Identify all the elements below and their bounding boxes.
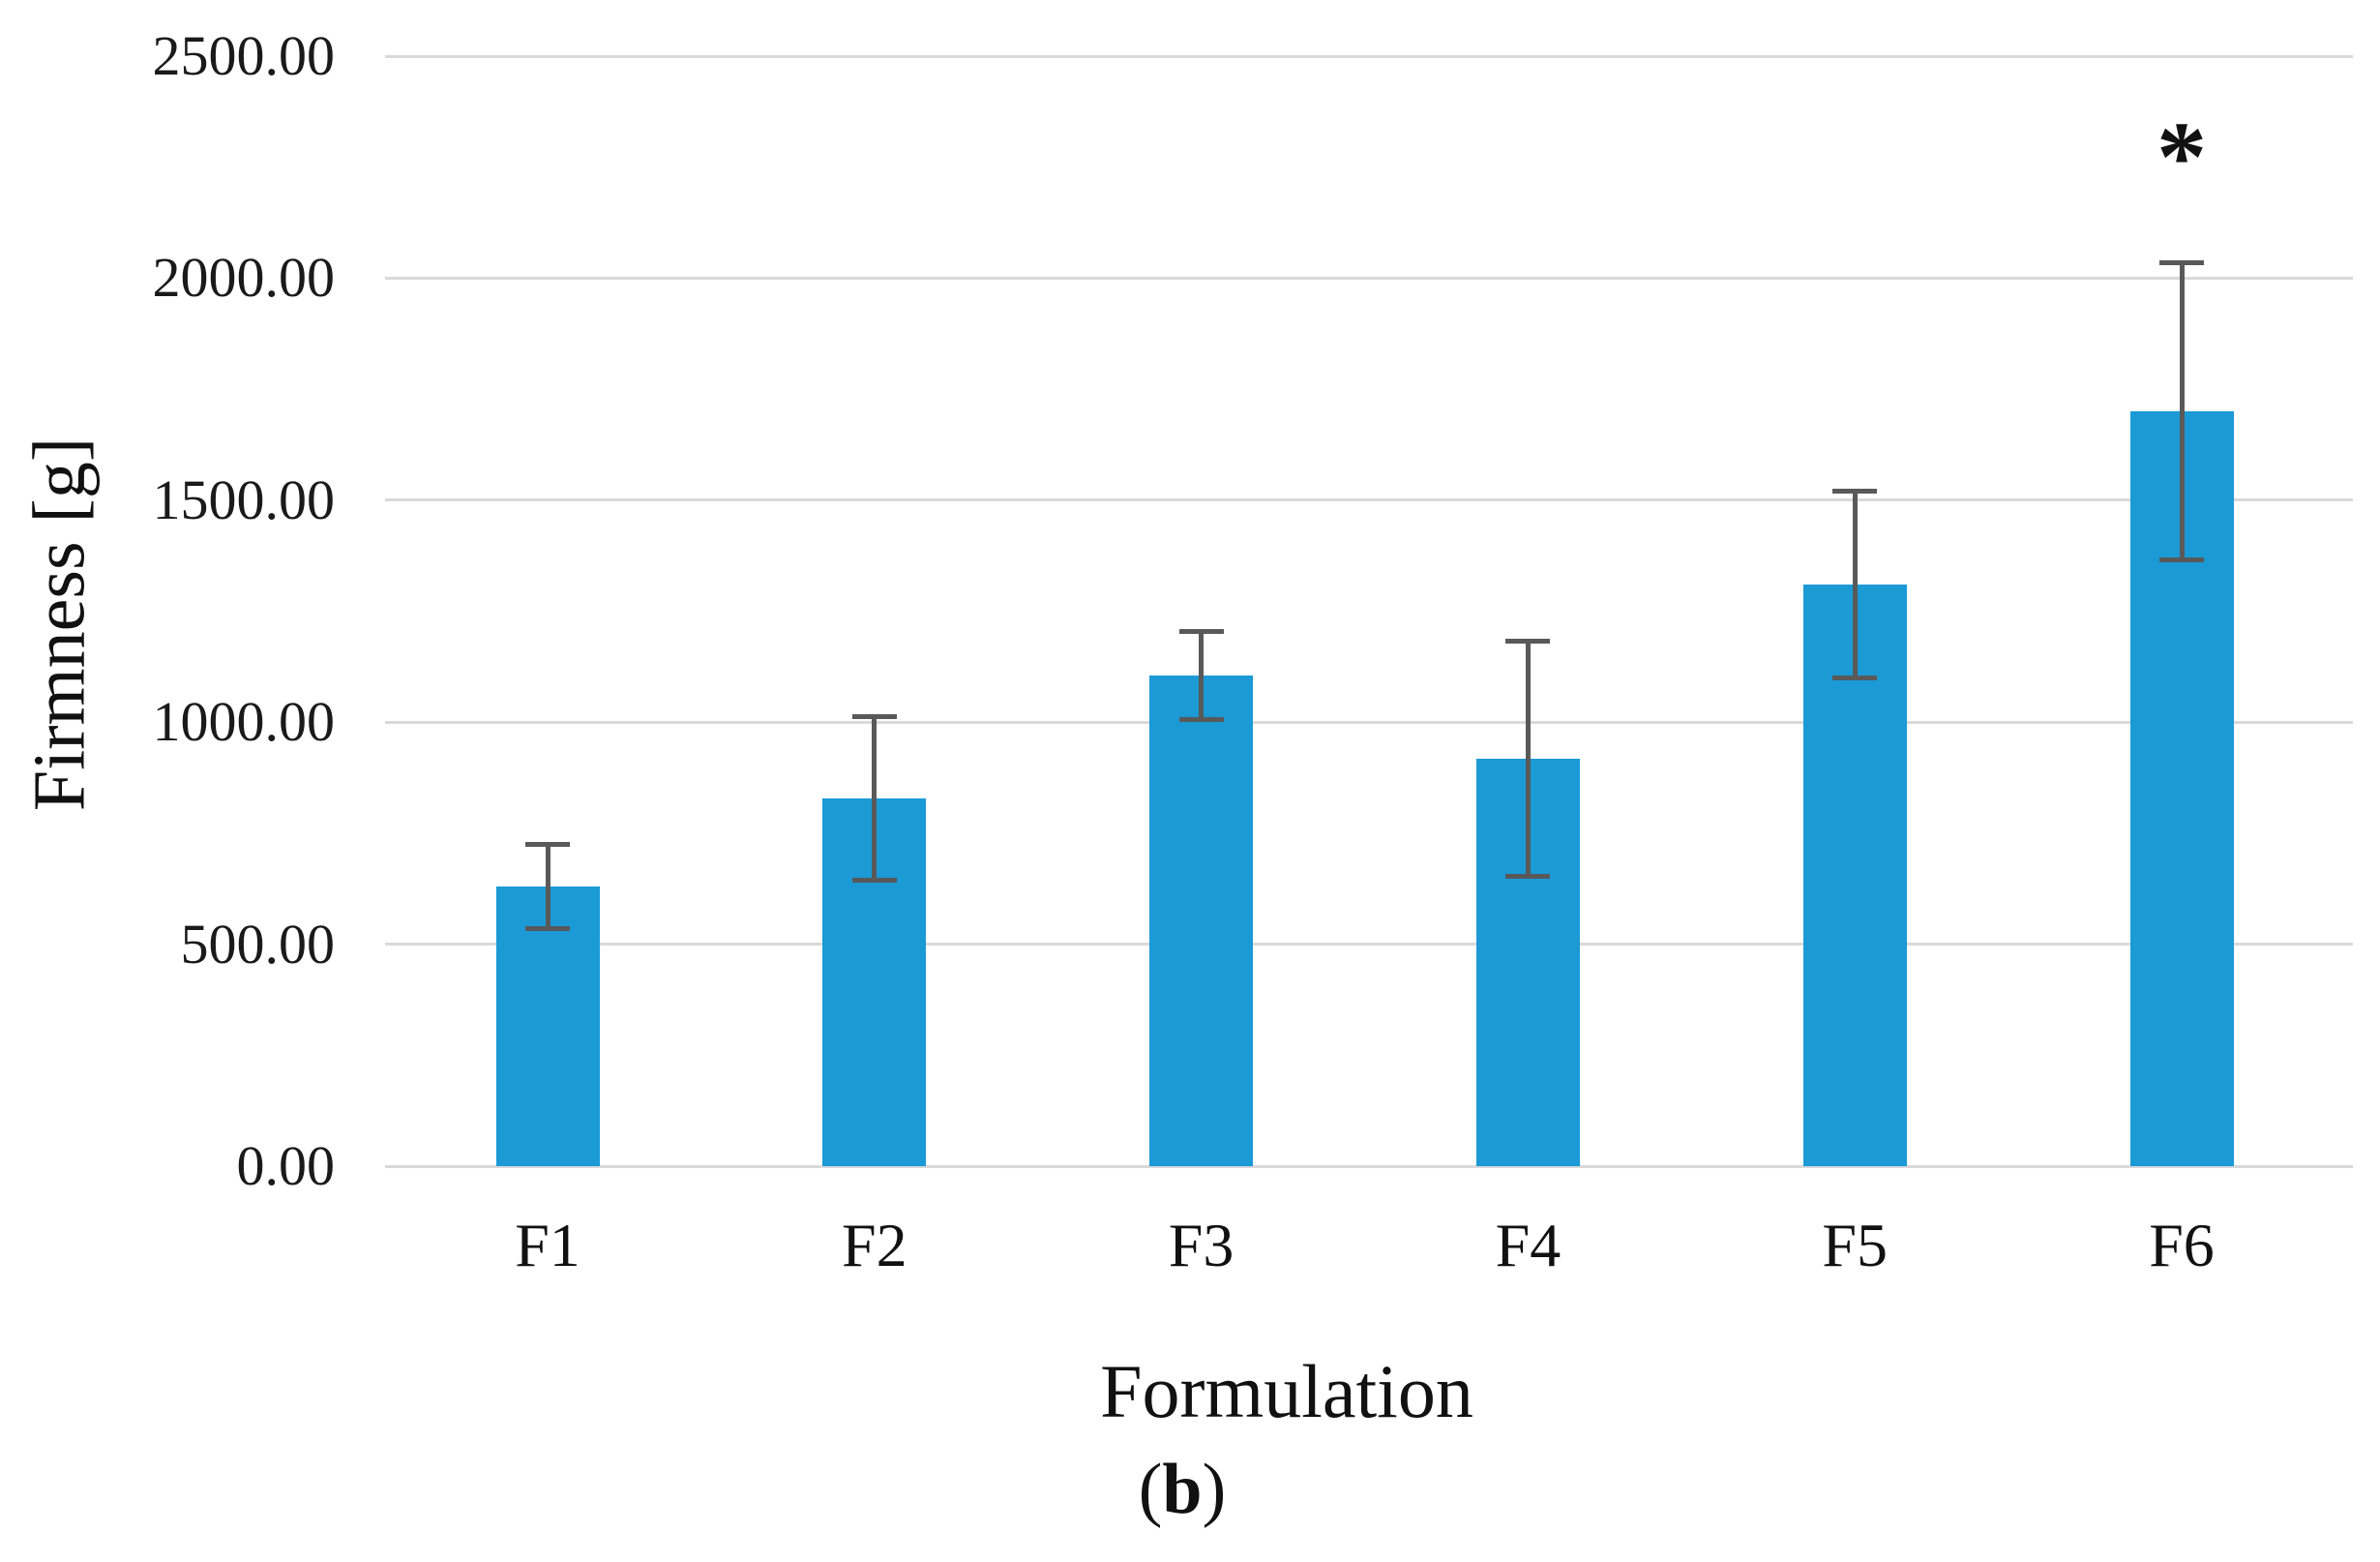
bar-f3 <box>1149 676 1254 1166</box>
error-bar-f5 <box>1852 491 1858 678</box>
y-tick-label: 0.00 <box>236 1134 336 1197</box>
error-cap-top-f1 <box>525 841 570 847</box>
caption-open-paren: ( <box>1138 1450 1163 1529</box>
figure-caption: (b) <box>1139 1449 1226 1531</box>
caption-close-paren: ) <box>1202 1450 1227 1529</box>
error-cap-top-f2 <box>851 713 897 719</box>
error-bar-f4 <box>1525 641 1531 877</box>
gridline <box>385 720 2353 724</box>
error-bar-f1 <box>545 844 550 929</box>
bar-f5 <box>1802 584 1907 1166</box>
error-bar-f6 <box>2179 262 2185 560</box>
gridline <box>385 498 2353 502</box>
error-cap-bottom-f3 <box>1178 717 1224 723</box>
caption-letter: b <box>1162 1450 1203 1529</box>
x-tick-label-f5: F5 <box>1822 1211 1888 1279</box>
significance-marker-f6: * <box>2157 102 2207 214</box>
error-cap-bottom-f6 <box>2159 557 2204 563</box>
x-axis-title: Formulation <box>1100 1349 1473 1433</box>
y-tick-label: 2500.00 <box>152 24 336 87</box>
y-tick-label: 1500.00 <box>152 467 336 531</box>
error-cap-bottom-f4 <box>1505 873 1551 879</box>
error-cap-bottom-f5 <box>1832 675 1878 680</box>
x-tick-label-f3: F3 <box>1168 1211 1235 1279</box>
error-cap-top-f3 <box>1178 628 1224 634</box>
error-bar-f2 <box>872 716 878 881</box>
x-tick-label-f4: F4 <box>1495 1211 1562 1279</box>
x-tick-label-f6: F6 <box>2149 1211 2215 1279</box>
error-cap-top-f6 <box>2159 259 2204 265</box>
gridline <box>385 943 2353 946</box>
error-cap-bottom-f2 <box>851 878 897 884</box>
gridline <box>385 54 2353 58</box>
error-cap-bottom-f1 <box>525 926 570 932</box>
error-cap-top-f4 <box>1505 638 1551 644</box>
y-tick-label: 1000.00 <box>152 690 336 754</box>
bar-f1 <box>495 886 600 1166</box>
error-bar-f3 <box>1199 631 1205 720</box>
x-tick-label-f2: F2 <box>842 1211 907 1279</box>
y-tick-label: 2000.00 <box>152 246 336 310</box>
gridline <box>385 1164 2353 1168</box>
error-cap-top-f5 <box>1832 489 1878 495</box>
y-tick-label: 500.00 <box>180 912 336 976</box>
gridline <box>385 276 2353 280</box>
x-tick-label-f1: F1 <box>515 1211 580 1279</box>
